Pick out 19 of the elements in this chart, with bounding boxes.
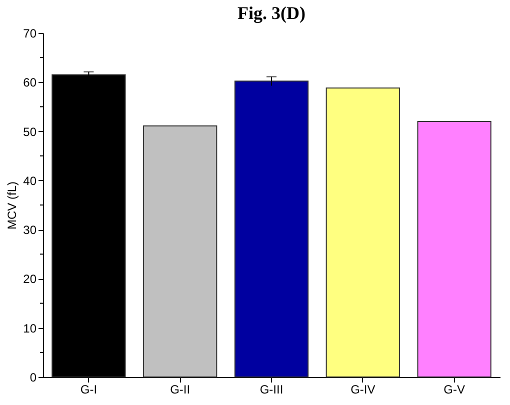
chart-title: Fig. 3(D) xyxy=(238,3,306,23)
bar xyxy=(417,120,492,378)
y-tick-label: 40 xyxy=(23,174,37,188)
x-tick-label: G-II xyxy=(170,382,190,396)
y-tick-label: 50 xyxy=(23,124,37,139)
x-tick-label: G-III xyxy=(260,382,284,396)
x-tick-label: G-IV xyxy=(350,382,376,396)
y-tick-label: 70 xyxy=(23,26,37,40)
x-tick-label: G-V xyxy=(444,382,465,396)
bar xyxy=(234,80,309,378)
y-tick-label: 60 xyxy=(23,76,37,90)
bar xyxy=(326,88,400,378)
bar xyxy=(143,125,218,378)
y-axis-title: MCV (fL) xyxy=(5,181,20,230)
y-tick-label: 0 xyxy=(30,370,37,384)
y-tick-label: 30 xyxy=(23,223,37,238)
y-tick-label: 10 xyxy=(23,321,37,336)
x-tick-label: G-I xyxy=(80,382,98,396)
y-tick-label: 20 xyxy=(23,272,37,286)
